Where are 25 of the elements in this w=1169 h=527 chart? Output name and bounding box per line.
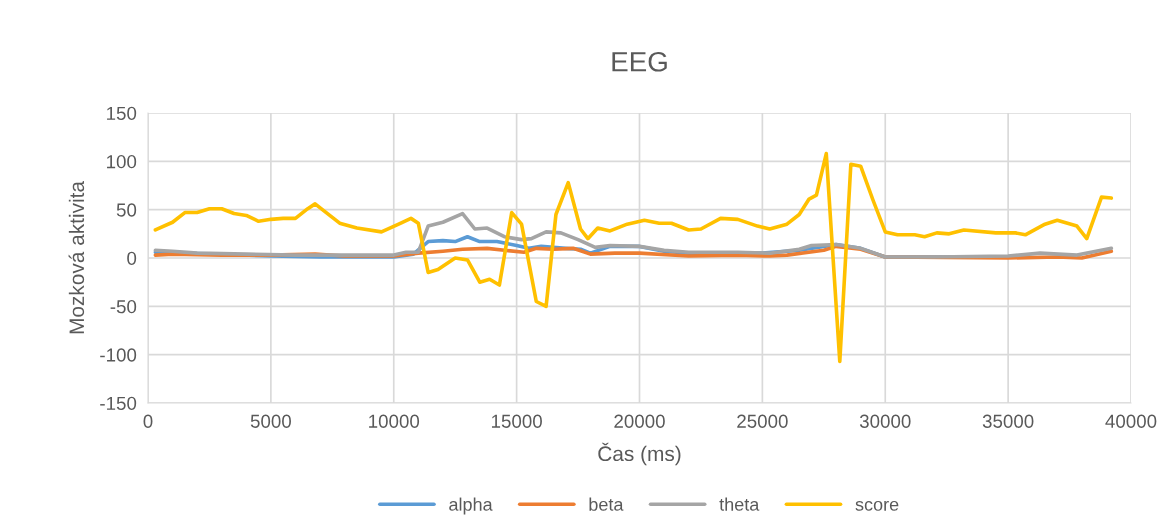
line-series xyxy=(153,211,1114,259)
x-tick-label: 20000 xyxy=(614,414,665,428)
legend-label: beta xyxy=(589,497,624,511)
x-tick-label: 15000 xyxy=(491,414,542,428)
legend-label: alpha xyxy=(449,497,493,515)
x-tick-label: 5000 xyxy=(250,414,291,428)
y-tick-label: 0 xyxy=(127,251,137,265)
line-series xyxy=(153,151,1114,364)
y-tick-label: 150 xyxy=(107,106,137,120)
x-tick-label: 30000 xyxy=(859,414,911,428)
legend-label: score xyxy=(855,500,899,511)
x-tick-label: 10000 xyxy=(369,414,420,428)
y-tick-label: -100 xyxy=(100,348,137,362)
y-tick-label: -50 xyxy=(110,300,137,314)
y-tick-label: -150 xyxy=(100,396,137,410)
x-tick-label: 40000 xyxy=(1105,414,1157,428)
y-tick-label: 50 xyxy=(116,203,137,217)
x-tick-label: 0 xyxy=(143,414,153,428)
y-tick-label: 100 xyxy=(107,155,137,169)
legend-label: theta xyxy=(719,497,760,511)
x-tick-label: 35000 xyxy=(982,414,1034,428)
x-tick-label: 25000 xyxy=(737,414,788,428)
x-axis-title: Čas (ms) xyxy=(598,442,681,466)
chart-title: EEG xyxy=(612,51,667,72)
y-axis-title: Mozková aktivita xyxy=(68,181,85,334)
